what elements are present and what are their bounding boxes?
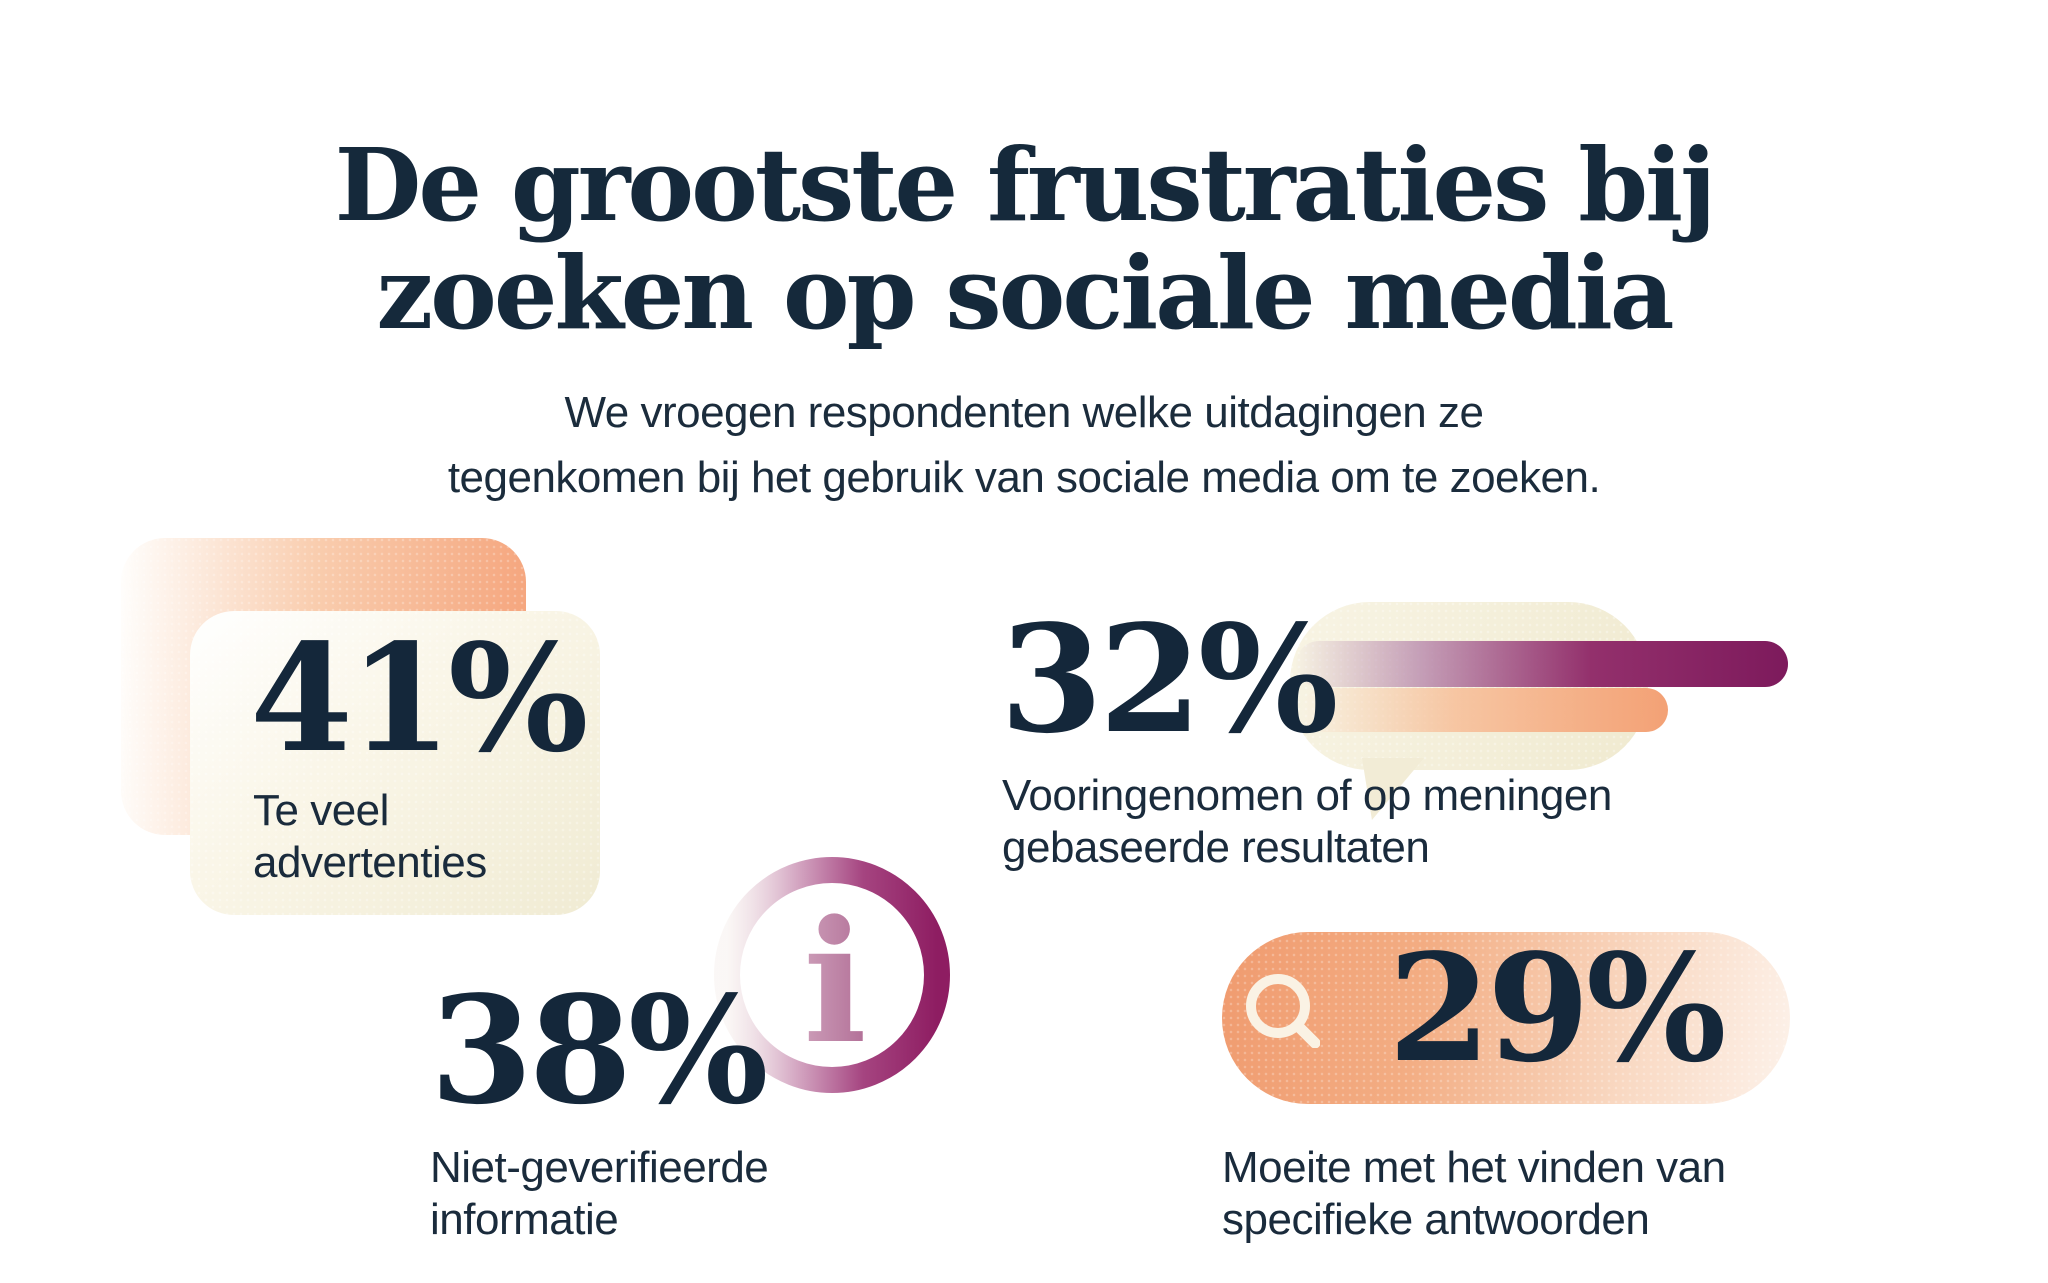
- page-title-line2: zoeken op sociale media: [376, 234, 1674, 352]
- stat-answers-label-line2: specifieke antwoorden: [1222, 1195, 1650, 1244]
- stat-ads-value: 41%: [250, 611, 589, 785]
- stat-unverified-label-line2: informatie: [430, 1195, 619, 1244]
- search-pill: [1222, 932, 1790, 1104]
- search-icon: [1246, 974, 1320, 1048]
- stat-biased-label: Vooringenomen of op meningen gebaseerde …: [1002, 770, 1612, 874]
- page-subtitle-line1: We vroegen respondenten welke uitdaginge…: [564, 388, 1484, 437]
- stat-biased-label-line1: Vooringenomen of op meningen: [1002, 771, 1612, 820]
- stat-ads-label-line1: Te veel: [253, 786, 389, 835]
- stat-answers-label: Moeite met het vinden van specifieke ant…: [1222, 1142, 1726, 1246]
- info-glyph: i: [803, 883, 867, 1081]
- stat-answers-value: 29%: [1388, 921, 1727, 1095]
- orange-bar-icon: [1302, 688, 1668, 732]
- page-title: De grootste frustraties bij zoeken op so…: [0, 131, 2048, 347]
- page-subtitle-line2: tegenkomen bij het gebruik van sociale m…: [447, 453, 1601, 502]
- stat-unverified-value: 38%: [430, 963, 769, 1137]
- stat-ads-label: Te veel advertenties: [253, 785, 487, 889]
- purple-bar-icon: [1296, 641, 1788, 687]
- stat-biased-label-line2: gebaseerde resultaten: [1002, 823, 1430, 872]
- stat-answers-label-line1: Moeite met het vinden van: [1222, 1143, 1726, 1192]
- stat-card: [190, 611, 600, 915]
- info-circle-icon: i: [714, 857, 950, 1093]
- stat-ads-label-line2: advertenties: [253, 838, 487, 887]
- page-title-line1: De grootste frustraties bij: [334, 126, 1717, 244]
- stat-biased-value: 32%: [1000, 592, 1339, 766]
- stat-unverified-label-line1: Niet-geverifieerde: [430, 1143, 769, 1192]
- page-subtitle: We vroegen respondenten welke uitdaginge…: [0, 380, 2048, 510]
- stat-unverified-label: Niet-geverifieerde informatie: [430, 1142, 769, 1246]
